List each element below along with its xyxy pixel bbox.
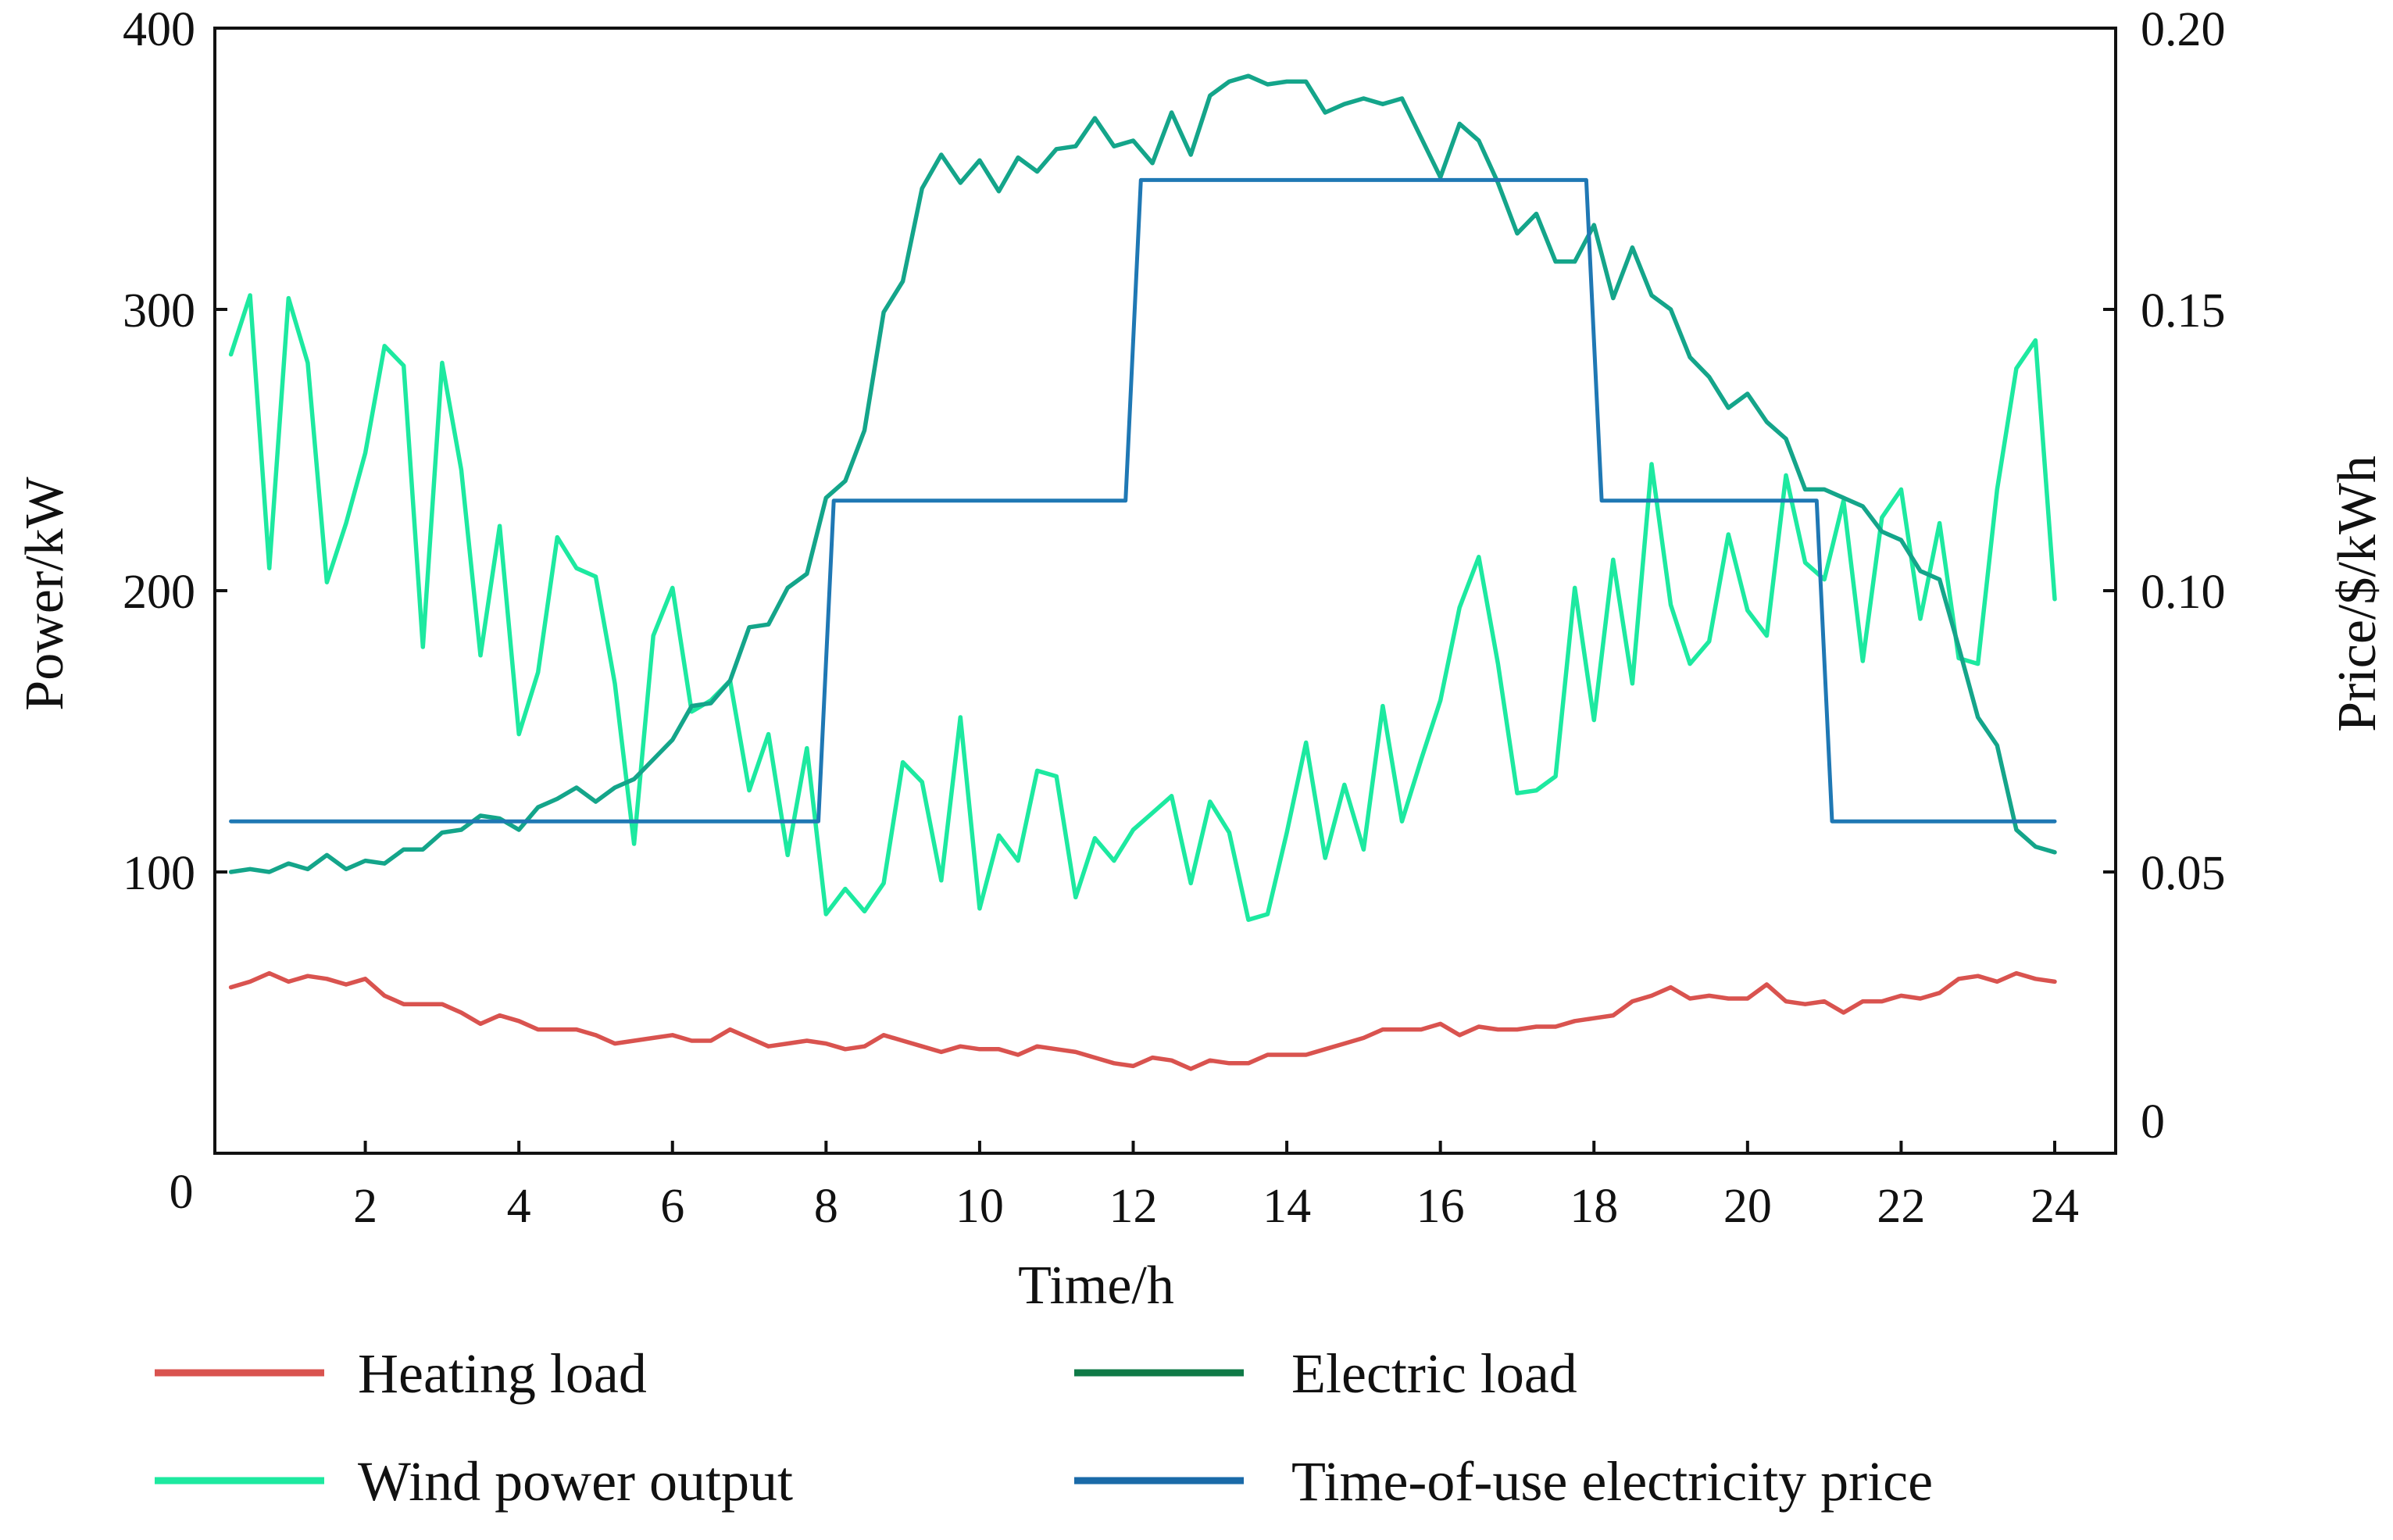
legend: Heating load Electric load Wind power ou… (155, 1342, 1933, 1513)
right-y-axis: 0 0.05 0.10 0.15 0.20 (2103, 3, 2226, 1149)
x-tick-label: 2 (353, 1180, 377, 1233)
x-tick-label: 4 (507, 1180, 531, 1233)
right-y-tick-label: 0.20 (2141, 3, 2226, 56)
right-y-axis-title: Price/$/kWh (2327, 456, 2388, 732)
right-y-tick-label: 0.15 (2141, 284, 2226, 338)
x-tick-label: 6 (660, 1180, 684, 1233)
right-y-tick-label: 0.10 (2141, 566, 2226, 619)
legend-label-heating: Heating load (358, 1342, 647, 1405)
legend-label-electric: Electric load (1291, 1342, 1577, 1405)
x-axis-title: Time/h (1018, 1256, 1174, 1316)
x-tick-label: 20 (1723, 1180, 1772, 1233)
origin-label: 0 (170, 1166, 194, 1219)
right-y-tick-label: 0 (2141, 1095, 2165, 1149)
right-y-tick-label: 0.05 (2141, 847, 2226, 900)
left-y-tick-label: 400 (123, 3, 195, 56)
left-y-axis: 100 200 300 400 (123, 3, 227, 900)
series-line-electric (228, 73, 2057, 874)
x-tick-label: 16 (1416, 1180, 1465, 1233)
legend-label-price: Time-of-use electricity price (1291, 1450, 1933, 1513)
left-y-axis-title: Power/kW (15, 477, 75, 710)
left-y-tick-label: 300 (123, 284, 195, 338)
x-tick-label: 10 (955, 1180, 1004, 1233)
x-tick-label: 22 (1877, 1180, 1925, 1233)
plot-frame (213, 27, 2117, 1155)
series-layer (228, 73, 2057, 1071)
series-line-wind (228, 293, 2057, 922)
x-tick-label: 12 (1109, 1180, 1158, 1233)
left-y-tick-label: 200 (123, 566, 195, 619)
x-tick-label: 24 (2030, 1180, 2079, 1233)
x-tick-label: 8 (814, 1180, 838, 1233)
x-tick-label: 18 (1570, 1180, 1618, 1233)
legend-label-wind: Wind power output (358, 1450, 793, 1513)
x-tick-label: 14 (1263, 1180, 1311, 1233)
series-line-heating (228, 970, 2057, 1071)
left-y-tick-label: 100 (123, 847, 195, 900)
series-line-price (229, 177, 2057, 824)
x-axis: 2 4 6 8 10 12 14 16 18 20 22 240 (170, 1141, 2079, 1233)
